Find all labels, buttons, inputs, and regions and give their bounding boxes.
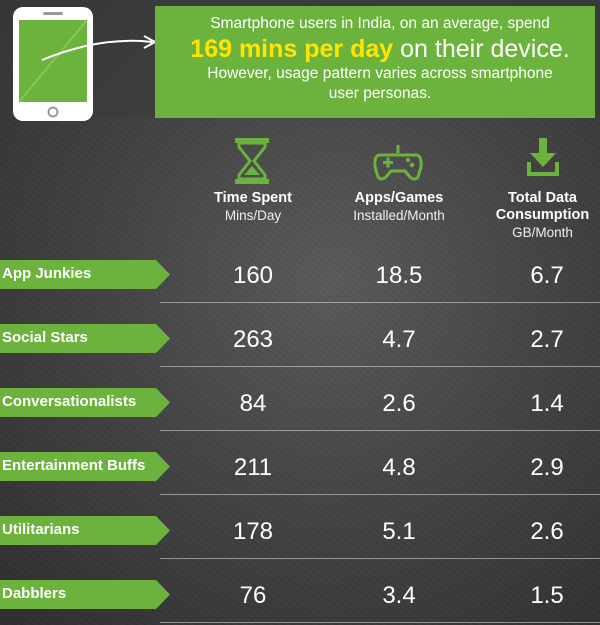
column-title: Total Data (507, 190, 578, 206)
table-cell: 76 (239, 582, 267, 609)
smartphone-icon (10, 4, 96, 124)
row-divider (160, 622, 600, 623)
column-unit: Installed/Month (353, 208, 445, 223)
persona-label: Dabblers (2, 585, 67, 602)
column-unit: Mins/Day (224, 208, 282, 223)
persona-label: App Junkies (2, 265, 92, 282)
row-divider (160, 366, 600, 367)
table-cell: 4.7 (382, 326, 416, 353)
table-cell: 263 (232, 326, 274, 353)
hourglass-icon (233, 137, 271, 190)
table-cell: 1.5 (530, 582, 564, 609)
table-cell: 2.9 (530, 454, 564, 481)
table-cell: 3.4 (382, 582, 416, 609)
persona-label: Entertainment Buffs (2, 457, 146, 474)
table-cell: 6.7 (530, 262, 564, 289)
persona-label: Utilitarians (2, 521, 80, 538)
column-unit: GB/Month (512, 225, 573, 240)
row-label: Conversationalists (0, 388, 170, 417)
column-title: Consumption (495, 207, 590, 223)
row-label: Entertainment Buffs (0, 452, 170, 481)
row-divider (160, 494, 600, 495)
row-divider (160, 558, 600, 559)
persona-label: Conversationalists (2, 393, 137, 410)
row-divider (160, 430, 600, 431)
column-header-apps: Apps/Games Installed/Month (336, 190, 462, 224)
highlight-rest: on their device. (393, 35, 570, 63)
table-cell: 4.8 (382, 454, 416, 481)
banner-line-4: user personas. (328, 85, 432, 102)
column-header-time: Time Spent Mins/Day (193, 190, 313, 224)
row-label: Social Stars (0, 324, 170, 353)
banner-line-2: 169 mins per day on their device. (175, 34, 585, 64)
column-title: Time Spent (214, 190, 292, 206)
table-cell: 2.6 (530, 518, 564, 545)
table-cell: 2.7 (530, 326, 564, 353)
gamepad-icon (372, 143, 424, 188)
banner-line-3: However, usage pattern varies across sma… (207, 65, 553, 82)
row-label: Dabblers (0, 580, 170, 609)
highlight-stat: 169 mins per day (190, 35, 394, 63)
persona-label: Social Stars (2, 329, 88, 346)
download-icon (527, 138, 559, 183)
table-cell: 5.1 (382, 518, 416, 545)
column-title: Apps/Games (354, 190, 444, 206)
arrow-icon (41, 35, 158, 61)
header-banner: Smartphone users in India, on an average… (155, 6, 595, 120)
table-cell: 211 (233, 454, 273, 481)
row-label: Utilitarians (0, 516, 170, 545)
table-cell: 84 (239, 390, 267, 417)
table-cell: 178 (232, 518, 274, 545)
banner-line-1: Smartphone users in India, on an average… (210, 15, 550, 32)
row-label: App Junkies (0, 260, 170, 289)
row-divider (160, 302, 600, 303)
table-cell: 160 (232, 262, 274, 289)
table-cell: 2.6 (382, 390, 416, 417)
table-cell: 1.4 (530, 390, 564, 417)
table-cell: 18.5 (375, 262, 423, 289)
column-header-data: Total Data Consumption GB/Month (485, 190, 600, 241)
